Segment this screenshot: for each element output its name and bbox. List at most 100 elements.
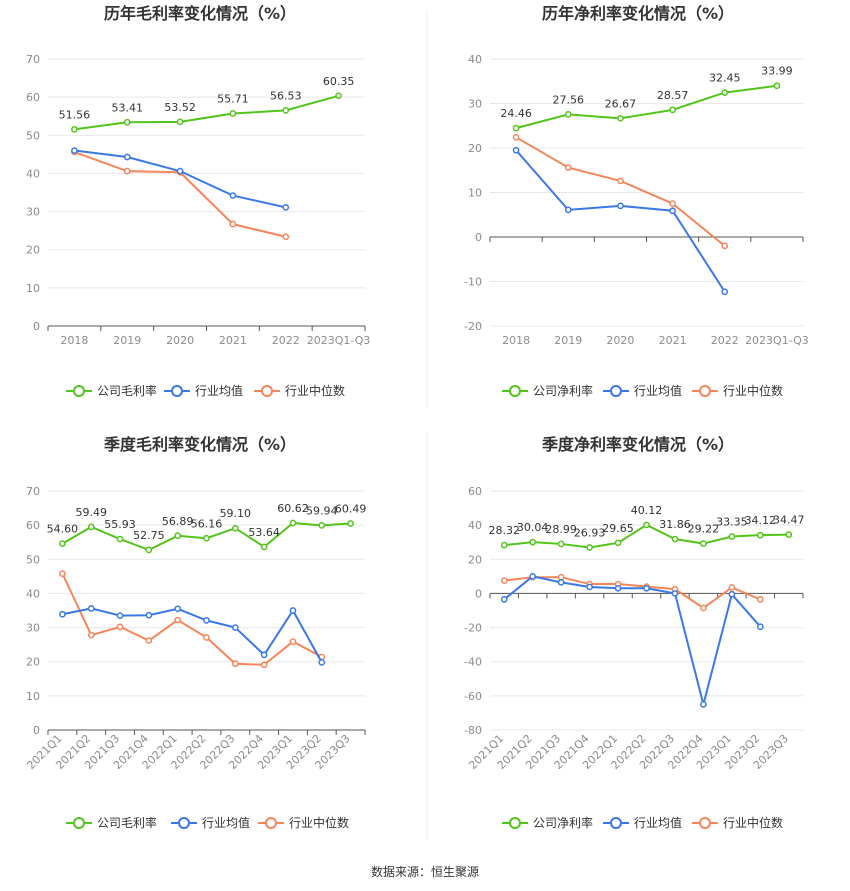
legend-marker <box>265 817 277 829</box>
data-point <box>669 106 676 114</box>
x-tick-label: 2021 <box>659 334 687 347</box>
legend-label: 行业中位数 <box>723 383 783 398</box>
y-tick-label: 20 <box>468 142 482 155</box>
data-point <box>785 531 793 538</box>
x-tick-label: 2023Q1-Q3 <box>307 334 371 347</box>
data-point <box>229 220 237 228</box>
legend-label: 公司净利率 <box>533 383 593 398</box>
plot-area: -80-60-40-2002040602021Q12021Q22021Q3202… <box>464 485 804 772</box>
y-tick-label: 70 <box>26 53 40 66</box>
data-label: 33.35 <box>716 515 748 528</box>
data-point <box>671 590 679 597</box>
data-label: 56.16 <box>191 517 223 530</box>
series-line <box>62 607 323 663</box>
legend-marker <box>73 817 85 829</box>
legend-label: 行业中位数 <box>723 815 783 830</box>
y-tick-label: 60 <box>26 519 40 532</box>
data-point <box>728 533 736 540</box>
data-point <box>318 659 326 666</box>
data-point <box>59 570 66 577</box>
legend-label: 公司毛利率 <box>97 383 157 398</box>
legend: 公司毛利率 行业均值 行业中位数 <box>66 383 345 398</box>
data-label: 30.04 <box>517 521 549 534</box>
legend-marker <box>171 385 183 397</box>
data-label: 60.62 <box>277 502 309 515</box>
data-label: 51.56 <box>59 108 91 121</box>
y-tick-label: 10 <box>26 690 40 703</box>
data-label: 55.71 <box>217 93 249 106</box>
data-label: 53.52 <box>164 101 196 114</box>
data-point <box>229 192 237 199</box>
legend: 公司净利率 行业均值 行业中位数 <box>502 383 783 398</box>
y-tick-label: 20 <box>26 244 40 257</box>
data-label: 28.32 <box>488 524 520 537</box>
data-label: 54.60 <box>47 523 79 536</box>
data-point <box>617 177 624 185</box>
data-label: 59.10 <box>220 507 252 520</box>
y-tick-label: 40 <box>26 587 40 600</box>
series-line <box>503 575 762 705</box>
legend-marker <box>178 817 190 829</box>
legend-label: 公司毛利率 <box>97 815 157 830</box>
series-line <box>515 136 726 247</box>
data-point <box>145 611 153 619</box>
data-label: 59.94 <box>306 504 338 517</box>
plot-area: -20 -10 0 10 20 30 40 2018 2019 2020 2021 2022 2023Q… <box>464 53 809 347</box>
y-tick-label: 40 <box>26 167 40 180</box>
data-point <box>586 544 593 551</box>
panel-quarterly-net-margin: 季度净利率变化情况（%） -80-60-40-2002040602021Q120… <box>464 435 804 830</box>
x-tick-label: 2020 <box>166 334 194 347</box>
data-point <box>176 167 184 175</box>
y-tick-label: -40 <box>464 656 482 669</box>
data-point <box>500 541 508 549</box>
data-label: 60.49 <box>335 502 367 515</box>
data-point <box>71 147 78 154</box>
data-point <box>728 584 736 591</box>
data-label: 52.75 <box>133 529 165 542</box>
legend-label: 行业均值 <box>634 383 682 398</box>
data-point <box>643 584 650 592</box>
data-point <box>289 519 297 527</box>
data-point <box>260 543 268 551</box>
data-point <box>614 539 622 547</box>
chart-title: 历年净利率变化情况（%） <box>542 4 734 23</box>
y-tick-label: 60 <box>26 91 40 104</box>
data-point <box>231 660 239 668</box>
x-tick-label: 2022 <box>272 334 300 347</box>
data-point <box>203 534 210 542</box>
y-tick-label: 0 <box>475 587 482 600</box>
data-point <box>721 242 729 250</box>
data-point <box>728 590 736 598</box>
data-point <box>71 125 78 133</box>
data-point <box>671 535 679 543</box>
data-point <box>174 605 182 613</box>
y-tick-label: -20 <box>464 320 482 333</box>
data-label: 26.67 <box>605 97 637 110</box>
legend-marker <box>699 817 711 829</box>
legend-marker <box>73 385 85 397</box>
data-point <box>669 207 676 215</box>
data-point <box>564 111 572 118</box>
data-point <box>564 164 572 171</box>
y-tick-label: 60 <box>468 485 482 498</box>
y-tick-label: 10 <box>468 187 482 200</box>
legend-label: 行业均值 <box>202 815 250 830</box>
data-point <box>335 92 342 100</box>
y-tick-label: -20 <box>464 622 482 635</box>
legend: 公司毛利率 行业均值 行业中位数 <box>66 815 349 830</box>
data-point <box>529 573 537 580</box>
data-point <box>564 206 572 214</box>
data-point <box>116 535 124 543</box>
data-point <box>700 540 707 547</box>
y-tick-label: 40 <box>468 53 482 66</box>
y-tick-label: 0 <box>33 320 40 333</box>
data-point <box>721 288 729 296</box>
y-tick-label: 0 <box>33 724 40 737</box>
x-tick-label: 2021 <box>219 334 247 347</box>
data-point <box>643 521 650 529</box>
legend-label: 行业中位数 <box>289 815 349 830</box>
x-tick-label: 2018 <box>502 334 530 347</box>
data-point <box>176 118 184 126</box>
y-tick-label: 50 <box>26 553 40 566</box>
data-label: 56.53 <box>270 89 302 102</box>
